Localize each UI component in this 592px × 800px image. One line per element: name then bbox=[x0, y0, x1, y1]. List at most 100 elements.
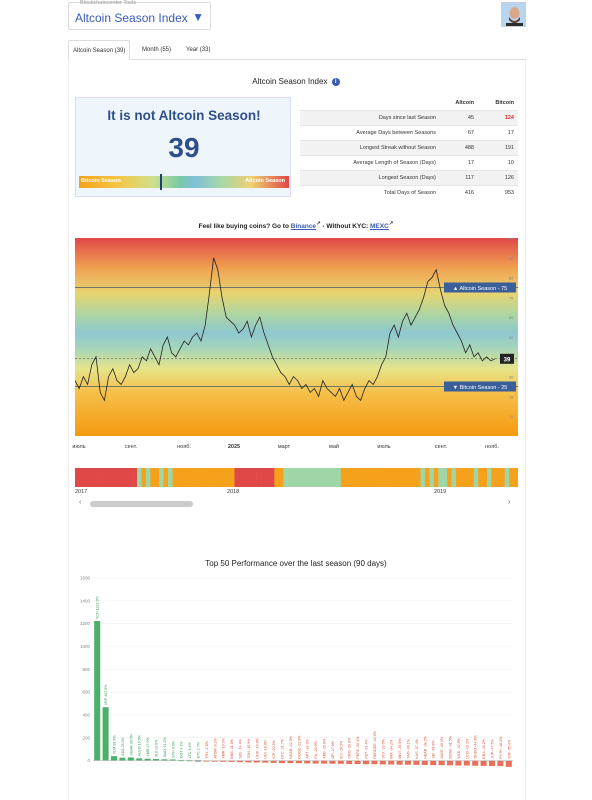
performance-bar[interactable] bbox=[430, 760, 437, 766]
season-strip-segment bbox=[482, 468, 488, 487]
performance-bar[interactable] bbox=[228, 760, 235, 762]
performance-bar-label: TAO -36.1% bbox=[407, 738, 411, 758]
performance-bar[interactable] bbox=[421, 760, 428, 765]
season-strip-segment bbox=[181, 468, 187, 487]
performance-bar[interactable] bbox=[119, 757, 126, 761]
performance-bar[interactable] bbox=[245, 760, 252, 763]
performance-bar[interactable] bbox=[161, 759, 168, 761]
performance-bar[interactable] bbox=[329, 760, 336, 764]
season-strip-segment bbox=[190, 468, 195, 487]
performance-bar[interactable] bbox=[337, 760, 344, 764]
stats-row-label: Total Days of Season bbox=[384, 190, 436, 196]
performance-bar[interactable] bbox=[262, 760, 269, 763]
current-value-label: 39 bbox=[504, 357, 511, 363]
performance-bar-label: ETH 9.6% bbox=[171, 740, 175, 757]
stats-row: Longest Season (Days) 117 126 bbox=[300, 170, 518, 185]
scroll-right-icon[interactable]: › bbox=[508, 499, 511, 506]
performance-bar[interactable] bbox=[497, 760, 504, 767]
bar-y-tick-label: 1400 bbox=[80, 598, 91, 603]
performance-bar[interactable] bbox=[446, 760, 454, 766]
stats-row-bitcoin: 191 bbox=[504, 145, 514, 151]
performance-bar[interactable] bbox=[362, 760, 370, 765]
avatar[interactable] bbox=[501, 2, 526, 27]
tab-month[interactable]: Month (55) bbox=[142, 47, 172, 53]
season-strip-segment bbox=[243, 468, 249, 487]
season-strip-segment bbox=[349, 468, 355, 487]
season-card: It is not Altcoin Season! 39 Bitcoin Sea… bbox=[75, 97, 291, 197]
performance-bar[interactable] bbox=[110, 756, 118, 761]
performance-bar[interactable] bbox=[203, 760, 210, 762]
performance-bar[interactable] bbox=[136, 758, 143, 761]
performance-bar[interactable] bbox=[304, 760, 311, 764]
binance-link[interactable]: Binance bbox=[290, 223, 317, 231]
performance-bar[interactable] bbox=[236, 760, 244, 763]
stats-row-altcoin: 488 bbox=[464, 145, 474, 151]
performance-bar[interactable] bbox=[346, 760, 353, 764]
performance-bar[interactable] bbox=[472, 760, 479, 766]
scrollbar-thumb[interactable] bbox=[90, 501, 193, 507]
performance-bar[interactable] bbox=[169, 759, 176, 761]
performance-bar-label: SHIB -29.6% bbox=[348, 737, 352, 759]
performance-bar[interactable] bbox=[152, 759, 160, 761]
performance-bar[interactable] bbox=[379, 760, 386, 765]
performance-bar[interactable] bbox=[295, 760, 302, 764]
performance-bar[interactable] bbox=[211, 760, 218, 762]
performance-bar[interactable] bbox=[312, 760, 319, 764]
performance-bar[interactable] bbox=[220, 760, 227, 762]
x-tick-label: сент. bbox=[124, 444, 138, 450]
season-strip-segment bbox=[185, 468, 191, 487]
y-tick-label: 80 bbox=[509, 276, 514, 281]
performance-bar-label: SUI 13.6% bbox=[155, 739, 159, 757]
performance-bar[interactable] bbox=[94, 621, 101, 761]
threshold-label: ▼ Bitcoin Season - 25 bbox=[453, 385, 508, 391]
performance-bar[interactable] bbox=[320, 760, 328, 764]
performance-bar[interactable] bbox=[270, 760, 277, 763]
season-index-value: 39 bbox=[168, 132, 200, 163]
season-strip-segment bbox=[513, 468, 518, 487]
scroll-left-icon[interactable]: ‹ bbox=[79, 499, 82, 506]
stats-row-bitcoin: 124 bbox=[504, 115, 514, 121]
performance-bar[interactable] bbox=[287, 760, 294, 764]
performance-bar[interactable] bbox=[505, 760, 512, 767]
altcoin-index-line-chart[interactable]: 0102030405060708090100▲ Altcoin Season -… bbox=[75, 238, 518, 436]
season-strip-segment bbox=[283, 468, 288, 487]
mexc-link[interactable]: MEXC bbox=[370, 223, 389, 231]
performance-bar[interactable] bbox=[144, 758, 151, 761]
performance-bar-label: ETC -21.7% bbox=[281, 738, 285, 758]
stats-row: Average Days between Seasons 67 17 bbox=[300, 125, 518, 140]
performance-bar[interactable] bbox=[463, 760, 470, 766]
top50-performance-bar-chart[interactable]: 0 200 400 600 800 1000 1200 1400 1600 XCN 1222.9%… bbox=[75, 575, 518, 775]
tab-altcoin-season[interactable]: Altcoin Season (39) bbox=[68, 40, 131, 60]
season-history-strip[interactable] bbox=[75, 468, 518, 487]
info-icon[interactable]: i bbox=[331, 77, 340, 86]
performance-bar[interactable] bbox=[278, 760, 286, 764]
performance-bar[interactable] bbox=[253, 760, 260, 763]
performance-bar[interactable] bbox=[194, 760, 202, 762]
performance-bar[interactable] bbox=[388, 760, 395, 765]
performance-bar[interactable] bbox=[371, 760, 378, 765]
performance-bar-label: DOT 4.1% bbox=[180, 741, 184, 759]
performance-bar[interactable] bbox=[438, 760, 445, 766]
performance-bar[interactable] bbox=[413, 760, 420, 765]
promo-prefix: Feel like buying coins? Go to bbox=[198, 223, 289, 231]
performance-bar-label: AAVE -40.3% bbox=[440, 736, 444, 759]
performance-bar[interactable] bbox=[102, 707, 109, 761]
tab-year[interactable]: Year (33) bbox=[186, 47, 211, 53]
performance-bar-label: WIF -55.0% bbox=[507, 739, 511, 759]
performance-bar[interactable] bbox=[127, 757, 134, 761]
y-tick-label: 30 bbox=[509, 375, 514, 380]
index-select[interactable]: Altcoin Season Index ▼ bbox=[68, 2, 211, 30]
season-strip-segment bbox=[287, 468, 293, 487]
performance-bar-label: FET -31.4% bbox=[365, 739, 369, 759]
performance-bar[interactable] bbox=[488, 760, 496, 767]
threshold-label-box bbox=[444, 381, 516, 392]
performance-bar[interactable] bbox=[455, 760, 462, 766]
performance-bar[interactable] bbox=[480, 760, 487, 766]
season-strip-segment bbox=[500, 468, 506, 487]
performance-bar[interactable] bbox=[354, 760, 361, 765]
performance-bar-label: ICP -20.3% bbox=[272, 739, 276, 758]
season-strip-segment bbox=[79, 468, 85, 487]
performance-bar[interactable] bbox=[396, 760, 403, 765]
season-strip-segment bbox=[331, 468, 337, 487]
performance-bar[interactable] bbox=[404, 760, 412, 765]
